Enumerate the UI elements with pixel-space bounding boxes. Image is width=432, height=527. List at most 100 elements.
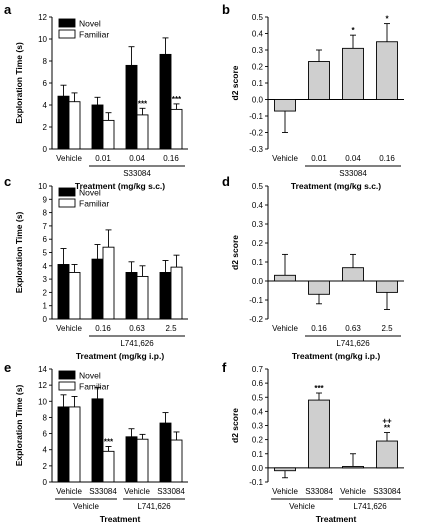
bar (308, 280, 330, 295)
x-tick-label: S33084 (157, 487, 185, 496)
y-tick-label: 6 (43, 235, 48, 244)
panel-letter: d (222, 174, 230, 189)
bar (308, 399, 330, 469)
legend-swatch (58, 198, 76, 208)
legend-swatch (58, 29, 76, 39)
x-tick-label: 2.5 (165, 324, 177, 333)
panel-d: d -0.2 -0.1 0.0 0.1 0.2 0.3 0.4 0.5 d2 score Vehic… (222, 174, 404, 361)
x-tick-label: Vehicle (272, 324, 298, 333)
y-tick-label: 10 (38, 397, 47, 406)
x-tick-label: 0.16 (95, 324, 111, 333)
bar (170, 108, 183, 150)
y-axis-label: Exploration Time (s) (14, 385, 24, 467)
x-axis-label: Treatment (100, 514, 141, 524)
y-tick-label: 12 (38, 381, 47, 390)
y-tick-label: 0.3 (252, 220, 264, 229)
group-label: S33084 (339, 169, 367, 178)
x-tick-label: Vehicle (56, 487, 82, 496)
group-label: Vehicle (289, 502, 315, 511)
bar (91, 104, 104, 150)
y-tick-label: 8 (43, 57, 48, 66)
legend-label: Novel (79, 188, 101, 198)
significance-label: * (351, 26, 355, 35)
panel-b: b * * -0.3 -0.2 -0.1 0.0 0.1 0.2 0.3 0.4 0.5 d2 scor… (222, 2, 404, 191)
x-tick-label: Vehicle (272, 487, 298, 496)
y-tick-label: 3 (43, 275, 48, 284)
x-tick-label: 0.16 (163, 154, 179, 163)
bar (136, 438, 149, 483)
group-label: L741,626 (120, 339, 154, 348)
x-axis-label: Treatment (mg/kg s.c.) (75, 181, 165, 191)
bar (125, 436, 138, 483)
bar (125, 64, 138, 150)
x-tick-label: 0.01 (95, 154, 111, 163)
legend-label: Novel (79, 19, 101, 29)
y-tick-label: 2 (43, 462, 48, 471)
bar (102, 246, 115, 320)
bar (91, 398, 104, 483)
legend-swatch (58, 370, 76, 380)
y-tick-label: 10 (38, 182, 47, 191)
panel-a: a *** *** 0 2 4 6 8 10 12 Exploration Time (s) Vehi… (4, 2, 188, 191)
x-tick-label: S33084 (373, 487, 401, 496)
bar (170, 266, 183, 320)
y-tick-label: 0.3 (252, 46, 264, 55)
bar (91, 258, 104, 320)
x-axis-label: Treatment (mg/kg s.c.) (291, 181, 381, 191)
y-axis-label: d2 score (230, 235, 240, 270)
y-tick-label: 6 (43, 79, 48, 88)
x-tick-label: S33084 (305, 487, 333, 496)
y-tick-label: 0.3 (252, 422, 264, 431)
significance-label: *** (104, 437, 114, 446)
y-tick-label: -0.1 (249, 112, 263, 121)
bar (376, 280, 398, 293)
y-tick-label: 0.1 (252, 79, 264, 88)
legend-swatch (58, 187, 76, 197)
bar (159, 53, 172, 150)
legend-label: Novel (79, 371, 101, 381)
bar (102, 119, 115, 150)
y-tick-label: -0.2 (249, 129, 263, 138)
y-tick-label: 4 (43, 446, 48, 455)
y-tick-label: 5 (43, 249, 48, 258)
bar (57, 95, 70, 150)
y-axis-label: Exploration Time (s) (14, 42, 24, 124)
bar (342, 466, 364, 469)
y-tick-label: 0.0 (252, 464, 264, 473)
y-tick-label: 0.7 (252, 365, 264, 374)
bar (274, 274, 296, 282)
bar (68, 101, 81, 150)
legend-label: Familiar (79, 30, 109, 40)
y-tick-label: 0.2 (252, 63, 264, 72)
y-tick-label: 0 (43, 315, 48, 324)
y-tick-label: 2 (43, 288, 48, 297)
bar (68, 272, 81, 320)
bar (102, 450, 115, 483)
y-tick-label: 0.5 (252, 393, 264, 402)
significance-label: * (385, 15, 389, 24)
y-tick-label: 6 (43, 430, 48, 439)
y-tick-label: 0.0 (252, 96, 264, 105)
panel-c: c 0 1 2 3 4 5 6 7 8 9 10 Exploration Time (s) Vehicle… (4, 174, 188, 361)
x-tick-label: Vehicle (56, 154, 82, 163)
y-tick-label: 0.4 (252, 201, 264, 210)
bar (159, 422, 172, 483)
y-tick-label: 0.0 (252, 277, 264, 286)
y-tick-label: -0.1 (249, 478, 263, 487)
y-axis-label: Exploration Time (s) (14, 212, 24, 294)
bar (136, 275, 149, 320)
bar (68, 406, 81, 483)
y-tick-label: 8 (43, 413, 48, 422)
significance-label: *** (172, 95, 182, 104)
legend-label: Familiar (79, 199, 109, 209)
x-tick-label: Vehicle (124, 487, 150, 496)
y-axis-label: d2 score (230, 408, 240, 443)
significance-label: *** (314, 384, 324, 393)
x-axis-label: Treatment (mg/kg i.p.) (76, 351, 164, 361)
significance-label: ** (384, 424, 391, 433)
x-tick-label: Vehicle (272, 154, 298, 163)
bar (376, 41, 398, 100)
bar (136, 114, 149, 150)
y-tick-label: 4 (43, 101, 48, 110)
